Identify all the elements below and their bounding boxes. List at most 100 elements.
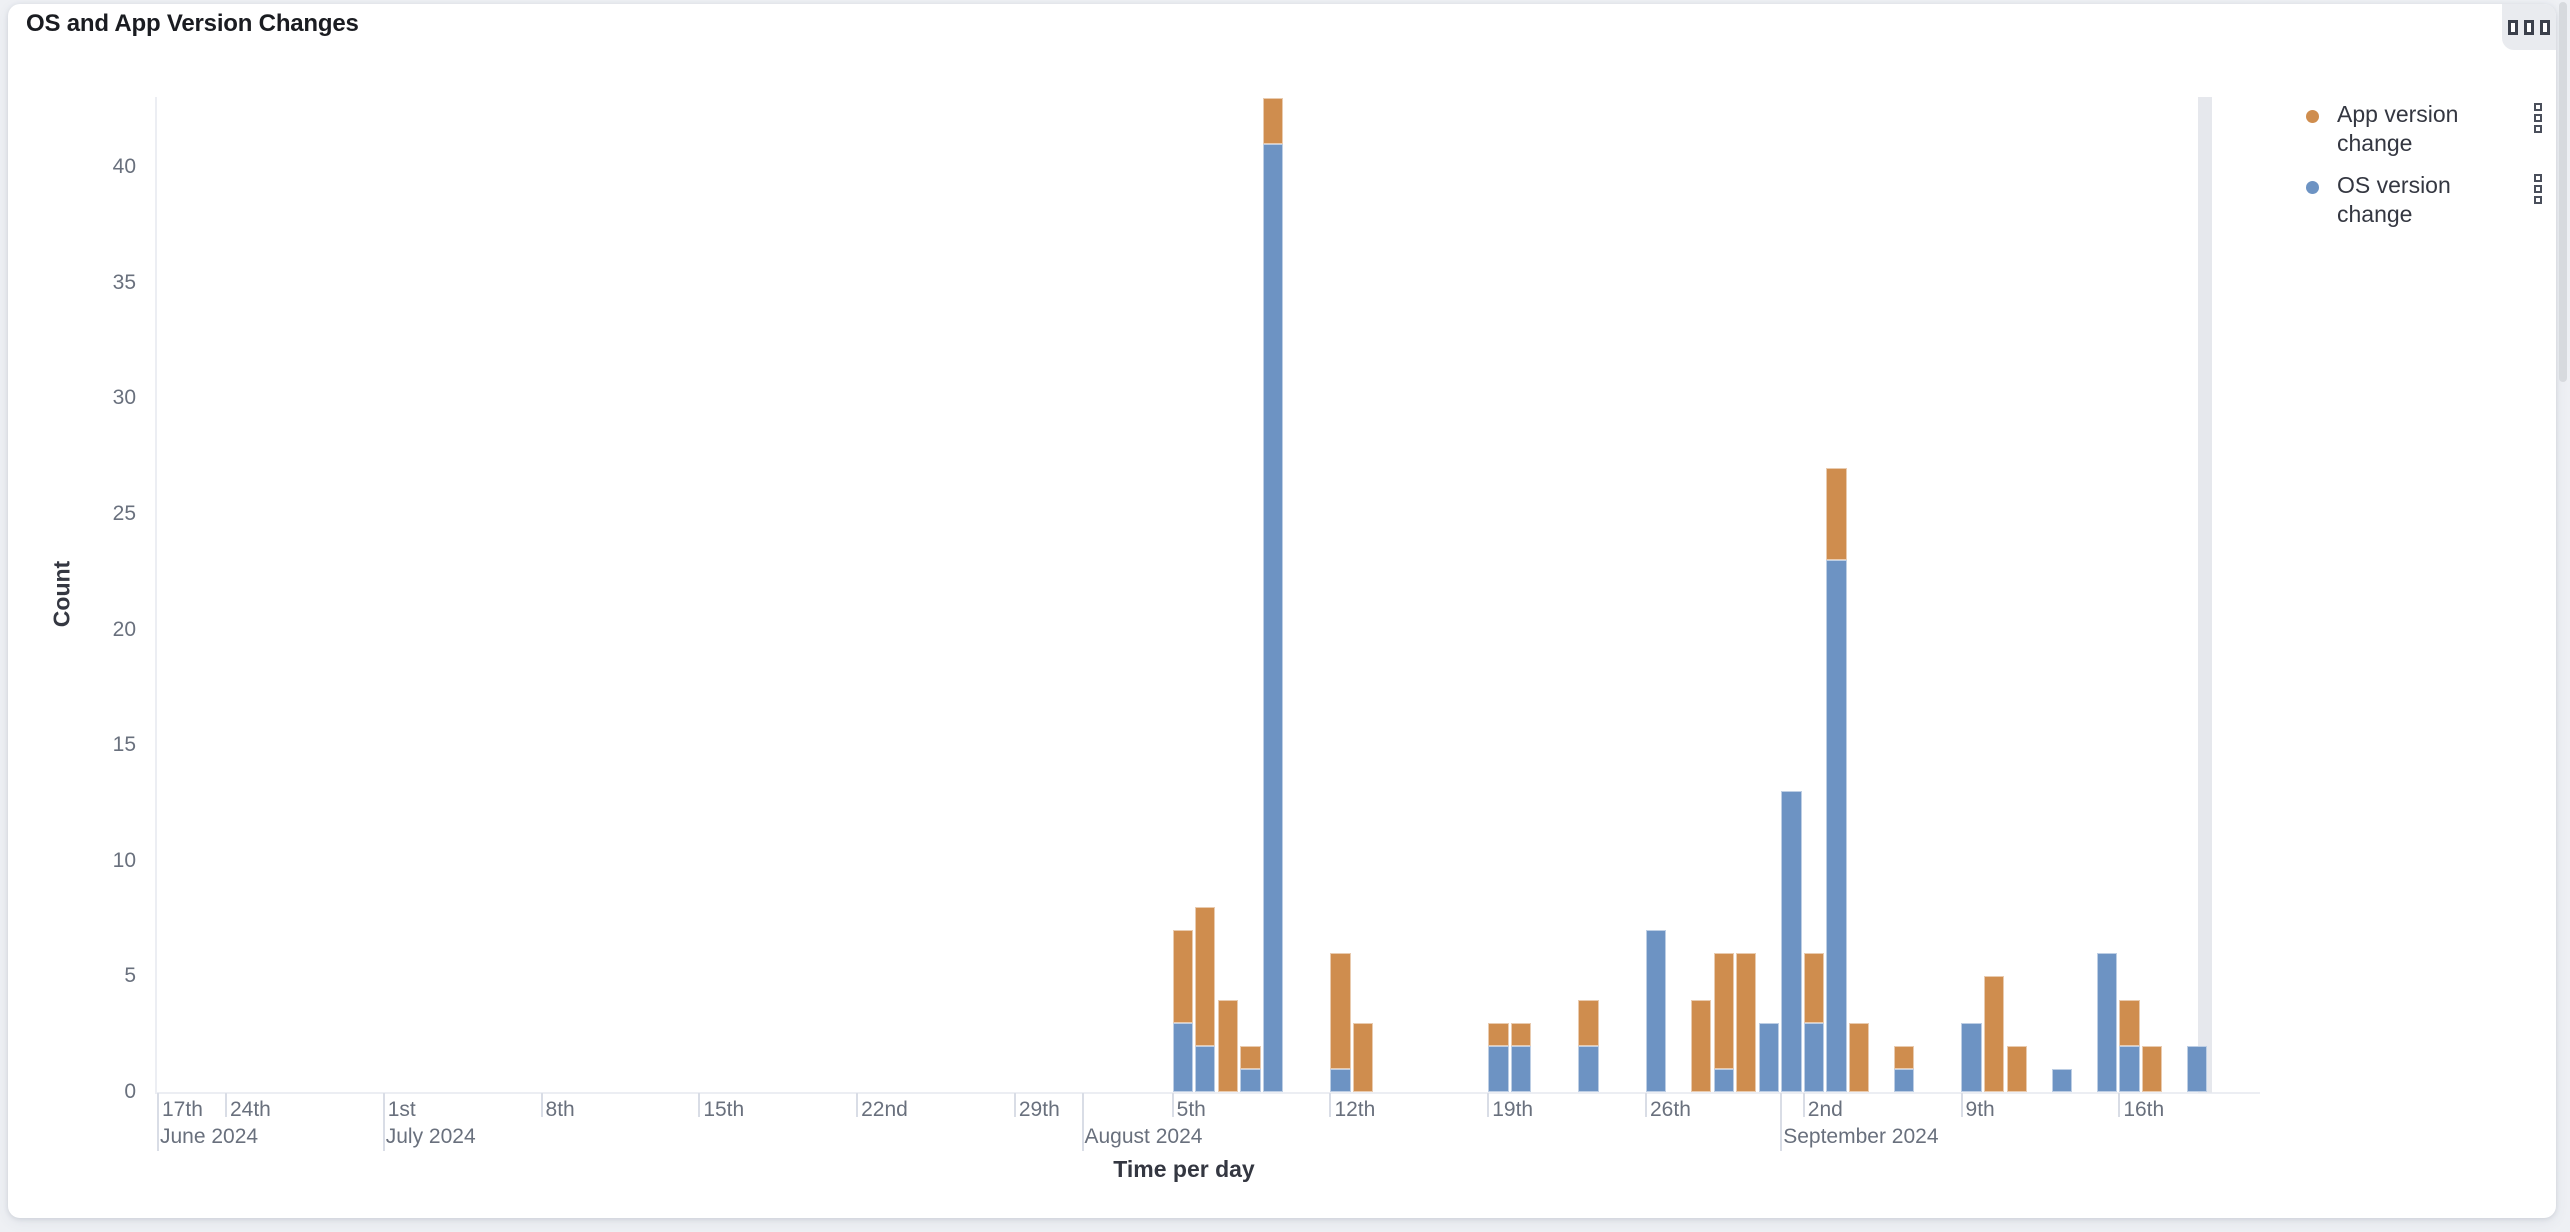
bar-segment-os-version-change[interactable]	[1713, 1068, 1734, 1092]
x-axis-tick-mark	[1487, 1093, 1490, 1117]
bar-segment-os-version-change[interactable]	[1781, 791, 1802, 1092]
dashboard-panel: OS and App Version Changes Count Time pe…	[8, 4, 2556, 1218]
bar-segment-app-version-change[interactable]	[1262, 97, 1284, 145]
x-axis-tick-label: 2nd	[1807, 1098, 1843, 1121]
bar-segment-os-version-change[interactable]	[1510, 1045, 1532, 1092]
legend-options-squares-icon	[2534, 185, 2542, 193]
y-axis-tick-label: 5	[124, 964, 136, 988]
bar-segment-os-version-change[interactable]	[1488, 1045, 1509, 1092]
panel-options-squares-icon	[2508, 19, 2518, 35]
bar-segment-os-version-change[interactable]	[2119, 1045, 2140, 1092]
bar-segment-app-version-change[interactable]	[1713, 953, 1734, 1069]
x-axis-tick-mark	[1780, 1093, 1783, 1151]
legend-actions-button[interactable]	[2524, 102, 2552, 134]
x-axis-month-label: August 2024	[1084, 1125, 1203, 1148]
bar-segment-os-version-change[interactable]	[1758, 1022, 1779, 1092]
y-axis-tick-label: 10	[112, 848, 136, 872]
bar-segment-app-version-change[interactable]	[1510, 1022, 1532, 1046]
y-axis-tick-label: 20	[112, 617, 136, 641]
y-axis-tick-label: 25	[112, 502, 136, 525]
bar-segment-app-version-change[interactable]	[1984, 976, 2005, 1092]
bar-segment-os-version-change[interactable]	[1172, 1022, 1193, 1092]
bar-segment-app-version-change[interactable]	[1690, 999, 1712, 1092]
x-axis-tick-mark	[1171, 1093, 1174, 1117]
bar-segment-os-version-change[interactable]	[2051, 1068, 2072, 1092]
x-axis-title: Time per day	[1113, 1156, 1255, 1182]
x-axis-tick-mark	[1960, 1093, 1963, 1117]
bar-segment-os-version-change[interactable]	[1195, 1045, 1216, 1092]
partial-bucket-endzone	[2198, 97, 2212, 1093]
bar-segment-app-version-change[interactable]	[1488, 1022, 1509, 1046]
bar-segment-app-version-change[interactable]	[1352, 1022, 1374, 1092]
y-axis-tick-label: 35	[112, 270, 136, 294]
bar-segment-app-version-change[interactable]	[1848, 1022, 1870, 1092]
bar-segment-os-version-change[interactable]	[1240, 1068, 1261, 1092]
x-axis-tick-mark	[856, 1093, 859, 1117]
x-axis-tick-label: 9th	[1965, 1098, 1995, 1121]
bar-segment-app-version-change[interactable]	[1330, 953, 1351, 1069]
x-axis-tick-mark	[1645, 1093, 1647, 1117]
legend-item-label[interactable]: App version change	[2337, 101, 2459, 156]
bar-segment-os-version-change[interactable]	[1961, 1022, 1982, 1092]
x-axis-tick-mark	[224, 1093, 227, 1117]
bar-segment-os-version-change[interactable]	[2096, 953, 2118, 1092]
y-axis-tick-label: 15	[112, 733, 136, 757]
legend-item-label[interactable]: OS version change	[2337, 172, 2451, 227]
x-axis-month-label: July 2024	[385, 1125, 476, 1148]
y-axis-tick-label: 40	[112, 155, 136, 179]
bar-segment-app-version-change[interactable]	[1195, 907, 1216, 1046]
x-axis-tick-label: 15th	[703, 1098, 745, 1121]
x-axis-line	[155, 1092, 2260, 1094]
bar-segment-os-version-change[interactable]	[1893, 1068, 1915, 1092]
bar-segment-app-version-change[interactable]	[1826, 467, 1847, 561]
bar-segment-app-version-change[interactable]	[1217, 999, 1239, 1092]
bar-segment-app-version-change[interactable]	[1893, 1045, 1915, 1069]
x-axis-tick-mark	[157, 1093, 159, 1151]
x-axis-tick-label: 29th	[1018, 1098, 1060, 1121]
bar-segment-app-version-change[interactable]	[1736, 953, 1757, 1092]
legend-options-squares-icon	[2534, 103, 2542, 111]
x-axis-tick-label: 1st	[387, 1098, 416, 1121]
panel-options-button[interactable]	[2502, 4, 2556, 50]
legend-options-squares-icon	[2534, 174, 2542, 182]
bar-segment-os-version-change[interactable]	[1826, 560, 1847, 1092]
bar-segment-app-version-change[interactable]	[1803, 953, 1825, 1023]
legend-color-dot[interactable]	[2306, 181, 2319, 194]
x-axis-tick-mark	[1329, 1093, 1332, 1117]
x-axis-tick-label: 26th	[1650, 1098, 1691, 1121]
legend-options-squares-icon	[2534, 125, 2542, 133]
panel-options-squares-icon	[2540, 19, 2550, 35]
legend: App version change OS version change	[2296, 4, 2570, 404]
bar-segment-app-version-change[interactable]	[1172, 930, 1193, 1023]
y-axis-line	[155, 97, 157, 1093]
bar-segment-os-version-change[interactable]	[1578, 1045, 1599, 1092]
y-axis-tick-label: 30	[112, 386, 136, 410]
bar-segment-app-version-change[interactable]	[2006, 1045, 2027, 1092]
legend-item: OS version change	[2296, 171, 2566, 237]
bar-segment-app-version-change[interactable]	[1240, 1045, 1261, 1069]
x-axis-tick-label: 5th	[1176, 1098, 1206, 1121]
bar-segment-app-version-change[interactable]	[2141, 1045, 2163, 1092]
bar-segment-os-version-change[interactable]	[1645, 930, 1667, 1092]
x-axis-tick-label: 24th	[229, 1098, 271, 1121]
x-axis-tick-mark	[1081, 1093, 1084, 1151]
bar-segment-app-version-change[interactable]	[2119, 999, 2140, 1046]
legend-actions-button[interactable]	[2524, 173, 2552, 205]
x-axis-tick-mark	[382, 1093, 385, 1151]
bar-segment-os-version-change[interactable]	[2186, 1045, 2208, 1092]
legend-color-dot[interactable]	[2306, 110, 2319, 123]
x-axis-tick-label: 16th	[2123, 1098, 2165, 1121]
bar-segment-app-version-change[interactable]	[1578, 999, 1599, 1046]
x-axis-tick-mark	[540, 1093, 543, 1117]
x-axis-tick-mark	[698, 1093, 701, 1117]
legend-item: App version change	[2296, 100, 2566, 166]
bar-segment-os-version-change[interactable]	[1330, 1068, 1351, 1092]
x-axis-tick-label: 19th	[1492, 1098, 1534, 1121]
x-axis-tick-label: 22nd	[861, 1098, 908, 1121]
x-axis-tick-mark	[1013, 1093, 1016, 1117]
legend-options-squares-icon	[2534, 196, 2542, 204]
scrollbar-thumb[interactable]	[2559, 2, 2567, 382]
bar-segment-os-version-change[interactable]	[1803, 1022, 1825, 1092]
x-axis-tick-label: 17th	[162, 1098, 203, 1121]
bar-segment-os-version-change[interactable]	[1262, 144, 1284, 1092]
